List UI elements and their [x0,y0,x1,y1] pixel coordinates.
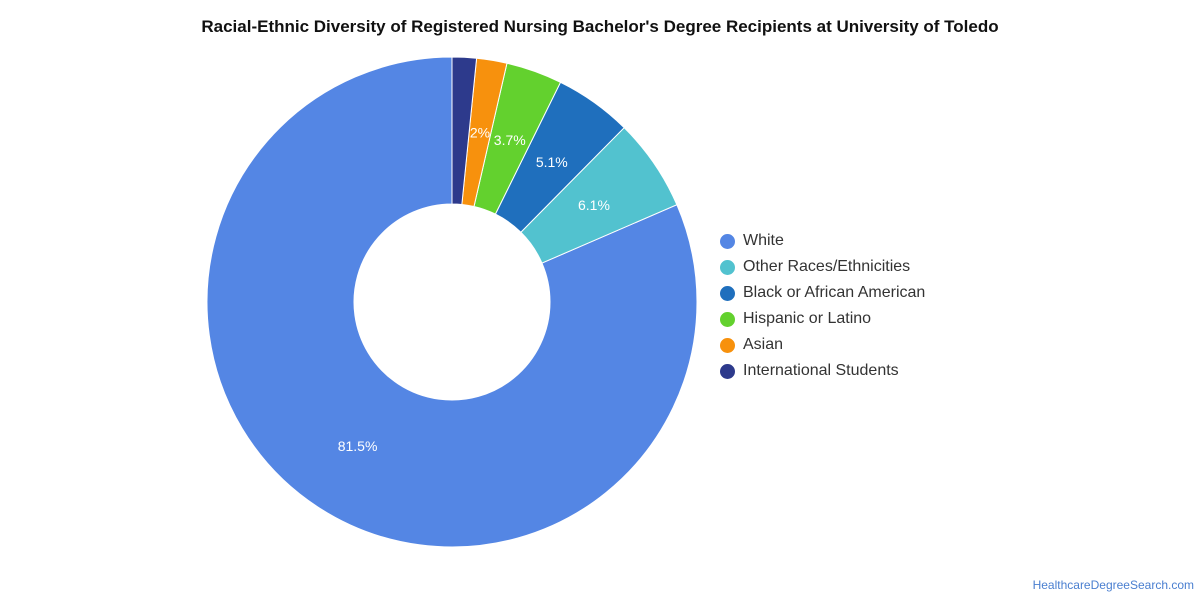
slice-label-0: 81.5% [338,438,378,454]
slice-5[interactable] [451,56,478,206]
legend-swatch-1 [720,259,735,275]
legend-item-5[interactable]: International Students [720,358,925,384]
legend-swatch-5 [720,363,735,379]
legend-swatch-4 [720,337,735,353]
legend-label-3: Hispanic or Latino [743,310,872,327]
slice-label-1: 6.1% [578,197,610,213]
legend-label-2: Black or African American [743,284,926,301]
legend-item-1[interactable]: Other Races/Ethnicities [720,254,925,280]
slice-label-3: 3.7% [494,132,526,148]
legend-item-2[interactable]: Black or African American [720,280,925,306]
legend-label-0: White [743,232,784,249]
legend-label-1: Other Races/Ethnicities [743,258,911,275]
legend-swatch-2 [720,285,735,301]
legend-item-0[interactable]: White [720,228,925,254]
legend-item-3[interactable]: Hispanic or Latino [720,306,925,332]
chart-legend: White Other Races/Ethnicities Black or Afr… [720,228,925,384]
slice-label-4: 2% [470,124,490,140]
slice-label-2: 5.1% [536,154,568,170]
legend-label-5: International Students [743,362,899,379]
slice-0[interactable] [206,56,698,548]
chart-title: Racial-Ethnic Diversity of Registered Nu… [201,17,999,36]
legend-item-4[interactable]: Asian [720,332,925,358]
legend-swatch-3 [720,311,735,327]
legend-swatch-0 [720,233,735,249]
site-watermark[interactable]: HealthcareDegreeSearch.com [1032,578,1194,592]
legend-label-4: Asian [743,336,784,353]
